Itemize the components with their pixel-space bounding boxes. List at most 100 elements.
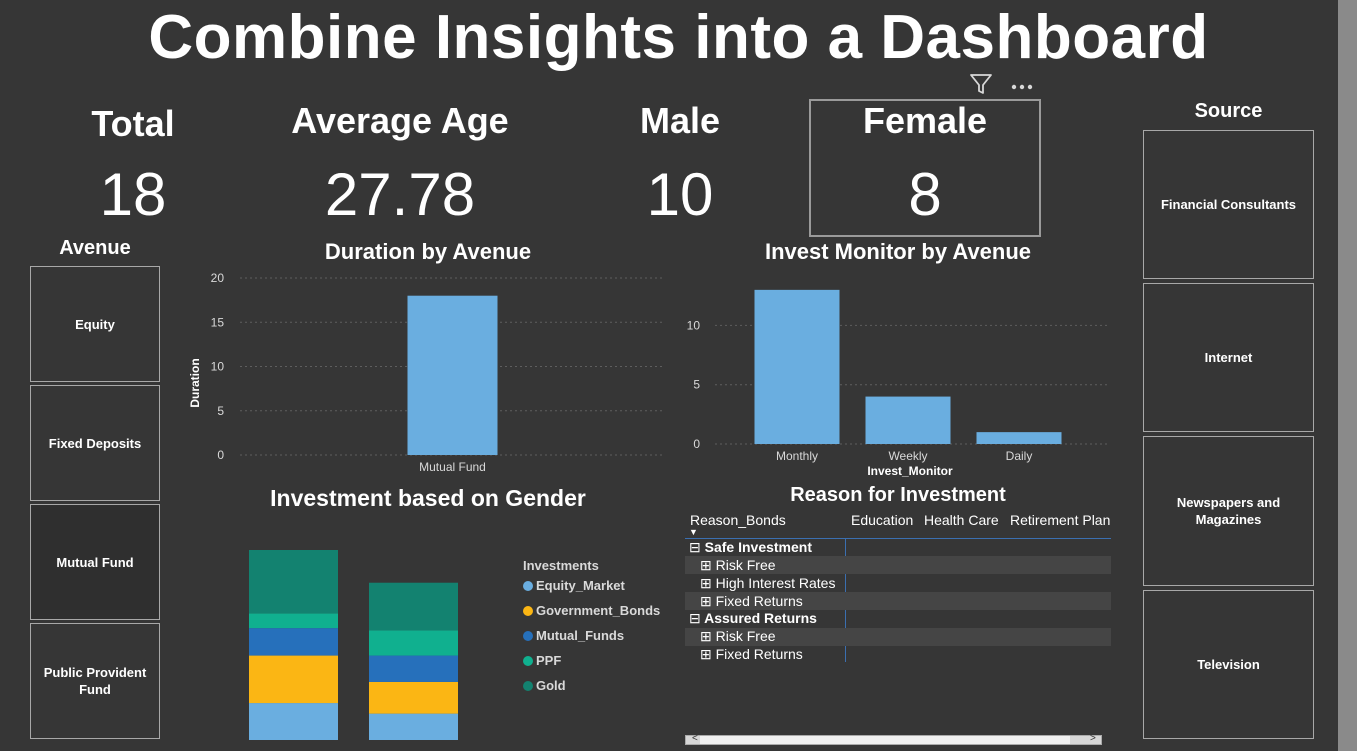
bar[interactable] [407,295,498,455]
scroll-right-arrow[interactable]: > [1090,733,1096,744]
matrix-child-label: Fixed Returns [715,593,803,609]
avenue-tile-public-provident-fund[interactable]: Public Provident Fund [30,623,160,739]
stacked-bar-segment[interactable] [369,582,458,631]
matrix-column-education[interactable]: Education [851,512,914,528]
kpi-male-value: 10 [646,161,714,228]
matrix-child-label: Fixed Returns [715,646,803,662]
matrix-child-label: Risk Free [715,628,776,644]
dashboard-title: Combine Insights into a Dashboard [148,3,1209,72]
legend-label: Gold [536,678,566,693]
matrix-group-label: Safe Investment [704,539,812,555]
duration-chart: Duration 0 5 10 15 20 Mutual Fund [188,271,665,474]
kpi-female-card[interactable] [809,99,1041,237]
legend-dot-icon [523,631,533,641]
legend-dot-icon [523,681,533,691]
stacked-bar-segment[interactable] [249,613,338,629]
duration-chart-title: Duration by Avenue [324,239,532,264]
gender-legend: Equity_Market Government_Bonds Mutual_Fund… [523,578,660,703]
avenue-tile-fixed-deposits[interactable]: Fixed Deposits [30,385,160,501]
expand-icon[interactable]: ⊞ [700,646,712,662]
y-tick-label: 10 [687,318,701,332]
legend-dot-icon [523,581,533,591]
source-slicer-header: Source [1194,100,1263,122]
matrix-row-stripe [685,592,1111,610]
matrix-group-row[interactable]: ⊟ Assured Returns [689,610,817,627]
legend-dot-icon [523,606,533,616]
legend-item[interactable]: Equity_Market [523,578,660,603]
legend-item[interactable]: Government_Bonds [523,603,660,628]
source-tile-newspapers-and-magazines[interactable]: Newspapers and Magazines [1143,436,1314,586]
stacked-bar-segment[interactable] [369,681,458,714]
scroll-left-arrow[interactable]: < [692,733,698,744]
kpi-male-label: Male [639,100,721,141]
matrix-child-row[interactable]: ⊞ Risk Free [700,557,776,574]
collapse-icon[interactable]: ⊟ [689,610,701,626]
invest-monitor-chart: 0 5 10 Monthly Weekly Daily Invest_Monitor [687,289,1110,478]
kpi-total-value: 18 [99,161,167,228]
source-tile-television[interactable]: Television [1143,590,1314,739]
source-tile-financial-consultants[interactable]: Financial Consultants [1143,130,1314,279]
expand-icon[interactable]: ⊞ [700,575,712,591]
filter-icon[interactable] [968,72,994,96]
y-tick-label: 15 [211,315,225,329]
source-tile-internet[interactable]: Internet [1143,283,1314,432]
matrix-child-label: Risk Free [715,557,776,573]
collapse-icon[interactable]: ⊟ [689,539,701,555]
x-tick-label: Monthly [776,449,818,463]
matrix-row-stripe [685,556,1111,574]
legend-label: Equity_Market [536,578,625,593]
legend-item[interactable]: Gold [523,678,660,703]
matrix-child-row[interactable]: ⊞ Fixed Returns [700,593,803,610]
more-options-icon[interactable] [1010,78,1036,90]
matrix-child-row[interactable]: ⊞ High Interest Rates [700,575,835,592]
invest-monitor-xlabel: Invest_Monitor [867,464,953,478]
matrix-group-row[interactable]: ⊟ Safe Investment [689,539,812,556]
y-tick-label: 5 [693,378,700,392]
matrix-title: Reason for Investment [790,484,1006,506]
canvas-edge [1338,0,1357,751]
gender-legend-title: Investments [523,558,599,573]
bar[interactable] [865,396,951,444]
bar[interactable] [754,289,840,444]
stacked-bar-segment[interactable] [369,713,458,740]
expand-icon[interactable]: ⊞ [700,557,712,573]
y-tick-label: 0 [217,448,224,462]
legend-item[interactable]: PPF [523,653,660,678]
legend-label: PPF [536,653,562,668]
x-tick-label: Weekly [888,449,927,463]
invest-monitor-chart-title: Invest Monitor by Avenue [764,239,1032,264]
expand-icon[interactable]: ⊞ [700,593,712,609]
avenue-tile-equity[interactable]: Equity [30,266,160,382]
kpi-total-label: Total [91,103,175,144]
avenue-slicer-header: Avenue [59,237,131,259]
stacked-bar-segment[interactable] [249,703,338,740]
matrix-child-row[interactable]: ⊞ Risk Free [700,628,776,645]
kpi-average-age-label: Average Age [291,100,509,141]
matrix-column-retirement-plan[interactable]: Retirement Plan [1010,512,1111,528]
matrix-row-header[interactable]: Reason_Bonds [690,512,786,528]
avenue-tile-mutual-fund[interactable]: Mutual Fund [30,504,160,620]
legend-item[interactable]: Mutual_Funds [523,628,660,653]
matrix-group-label: Assured Returns [704,610,817,626]
kpi-female-value: 8 [908,161,942,228]
x-tick-label: Daily [1006,449,1033,463]
duration-ylabel: Duration [188,358,202,407]
legend-label: Mutual_Funds [536,628,625,643]
sort-descending-icon[interactable]: ▼ [689,527,698,537]
matrix-child-row[interactable]: ⊞ Fixed Returns [700,646,803,663]
scrollbar-thumb[interactable] [700,736,1070,744]
stacked-bar-segment[interactable] [249,550,338,614]
matrix-column-health-care[interactable]: Health Care [924,512,999,528]
x-tick-label: Mutual Fund [419,460,486,474]
legend-dot-icon [523,656,533,666]
matrix-row-stripe [685,628,1111,646]
stacked-bar-segment[interactable] [369,655,458,682]
stacked-bar-segment[interactable] [249,628,338,656]
bar[interactable] [976,432,1062,444]
stacked-bar-segment[interactable] [369,630,458,656]
expand-icon[interactable]: ⊞ [700,628,712,644]
stacked-bar-segment[interactable] [249,655,338,704]
matrix-child-label: High Interest Rates [715,575,836,591]
y-tick-label: 20 [211,271,225,285]
legend-label: Government_Bonds [536,603,661,618]
